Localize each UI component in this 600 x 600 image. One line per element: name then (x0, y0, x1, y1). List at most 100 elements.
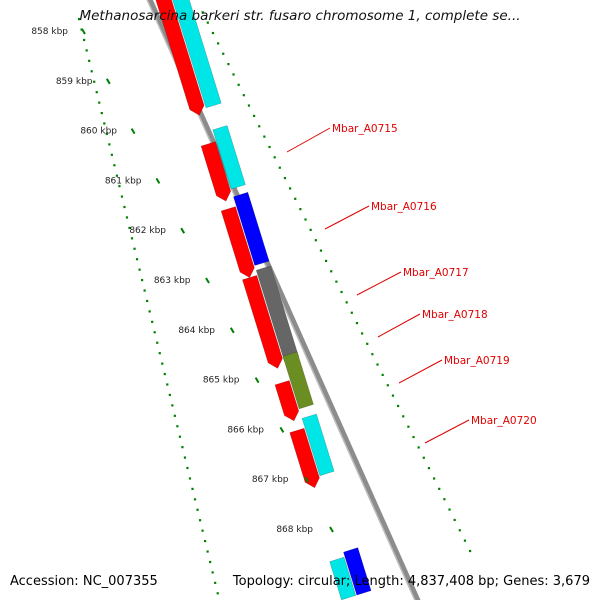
map-title: Methanosarcina barkeri str. fusaro chrom… (79, 8, 521, 24)
ruler-dot (120, 195, 124, 198)
outer-ruler-dot (417, 446, 420, 449)
ruler-major-tick (229, 327, 235, 334)
outer-ruler-dot (407, 425, 410, 428)
gene-label[interactable]: Mbar_A0720 (471, 415, 537, 427)
outer-ruler-dot (438, 487, 441, 490)
ruler-dot (110, 153, 113, 156)
ruler-dot (171, 404, 174, 407)
outer-ruler-dot (304, 218, 307, 221)
gene-feature-bar[interactable] (212, 125, 246, 190)
gene-feature-bar[interactable] (255, 265, 300, 362)
ruler-dot (214, 581, 217, 584)
ruler-dot (173, 414, 176, 417)
ruler-dot (151, 320, 154, 323)
outer-ruler-dot (396, 404, 400, 408)
gene-features[interactable] (154, 0, 372, 600)
accession-value: NC_007355 (82, 574, 158, 589)
outer-ruler-dot (283, 176, 287, 180)
ruler-tick-label: 863 kbp (154, 276, 191, 286)
gene-feature-bar[interactable] (169, 0, 222, 109)
outer-ruler-dot (386, 384, 389, 387)
outer-ruler-dot (376, 363, 379, 366)
ruler-dot (211, 571, 214, 574)
ruler-dot (135, 258, 139, 261)
callout-leader-line (377, 313, 421, 338)
gene-feature-bar[interactable] (343, 547, 372, 596)
outer-ruler-dot (360, 332, 364, 335)
ruler-major-tick (205, 277, 210, 284)
gene-label[interactable]: Mbar_A0717 (403, 267, 469, 279)
outer-ruler-dot (309, 228, 312, 231)
gene-feature-bar[interactable] (242, 275, 283, 369)
callout-leader-line (324, 205, 370, 230)
ruler-dot (178, 435, 181, 438)
outer-ruler-dot (216, 42, 220, 45)
callout-leader-line (356, 271, 402, 296)
ruler-dot (193, 498, 197, 501)
gene-feature-bar[interactable] (282, 351, 314, 410)
outer-ruler-dot (299, 208, 302, 211)
ruler-dot (103, 122, 106, 125)
gene-feature-bar[interactable] (274, 380, 300, 422)
outer-ruler-dot (412, 435, 415, 439)
gene-feature-bar[interactable] (220, 206, 255, 279)
outer-ruler-dot (314, 239, 317, 242)
ruler-tick-label: 867 kbp (252, 475, 289, 485)
gene-feature-bar[interactable] (200, 141, 232, 202)
ruler-major-tick (304, 476, 310, 483)
ruler-dot (183, 456, 187, 459)
outer-ruler-dot (381, 373, 384, 376)
ruler-major-tick (180, 227, 186, 234)
gene-feature-bar[interactable] (329, 556, 357, 600)
ruler-dot (158, 352, 161, 355)
ruler-dot (143, 289, 146, 292)
outer-ruler-dot (273, 156, 276, 159)
outer-ruler-dot (366, 342, 369, 345)
ruler-major-tick (254, 377, 260, 384)
ruler-dot (108, 143, 111, 146)
ruler-major-tick (329, 526, 334, 533)
ruler-tick-label: 866 kbp (227, 425, 264, 435)
gene-label[interactable]: Mbar_A0716 (371, 201, 437, 213)
outer-ruler-dot (222, 52, 225, 55)
outer-ruler-dot (252, 114, 256, 117)
outer-ruler-dot (330, 270, 333, 273)
gene-label[interactable]: Mbar_A0718 (422, 309, 488, 321)
accession-info: Accession: NC_007355 (10, 574, 158, 589)
gene-feature-bar[interactable] (289, 427, 320, 489)
outer-ruler-dot (324, 259, 328, 263)
ruler-tick-label: 860 kbp (80, 127, 117, 137)
outer-ruler-dot (432, 477, 436, 480)
outer-ruler-dot (443, 498, 446, 501)
ruler-dot (161, 362, 164, 365)
ruler-dot (90, 70, 93, 73)
ruler-dot (206, 550, 209, 553)
gene-feature-bar[interactable] (301, 413, 335, 477)
ruler-dot (204, 540, 207, 543)
ruler-dot (198, 519, 202, 522)
outer-ruler-dot (458, 529, 461, 532)
ruler-major-tick (130, 128, 136, 135)
outer-ruler-dot (335, 280, 338, 283)
outer-ruler-dot (258, 125, 261, 128)
gene-label[interactable]: Mbar_A0715 (332, 123, 398, 135)
gene-callouts[interactable]: Mbar_A0715 Mbar_A0716 Mbar_A0717 Mbar_A0718… (286, 123, 537, 444)
gene-feature-bar[interactable] (154, 0, 205, 116)
ruler-dot (191, 487, 194, 490)
gene-label[interactable]: Mbar_A0719 (444, 355, 510, 367)
outer-ruler-dot (391, 394, 395, 397)
ruler-dot (115, 174, 118, 177)
ruler-dot (201, 529, 204, 532)
ruler-dot (105, 132, 108, 136)
ruler-tick-label: 858 kbp (31, 27, 68, 37)
ruler-dot (188, 477, 192, 480)
outer-ruler-dot (453, 518, 456, 522)
outer-ruler-dot (340, 290, 343, 294)
outer-ruler-dot (227, 63, 230, 66)
inner-ruler-dots (78, 18, 219, 595)
ruler-dot (186, 466, 189, 470)
gene-feature-bar[interactable] (233, 191, 270, 266)
accession-label: Accession: (10, 574, 79, 589)
